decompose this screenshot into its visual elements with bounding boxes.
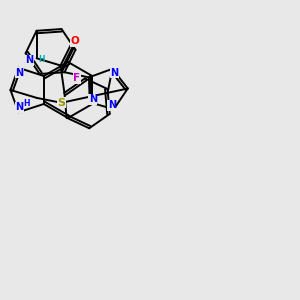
Text: N: N <box>110 68 118 78</box>
Text: N: N <box>15 102 23 112</box>
Text: S: S <box>57 98 65 108</box>
Text: N: N <box>89 94 97 104</box>
Text: N: N <box>108 100 116 110</box>
Text: N: N <box>26 55 34 65</box>
Text: H: H <box>23 99 30 108</box>
Text: N: N <box>15 68 23 78</box>
Text: O: O <box>70 36 79 46</box>
Text: H: H <box>38 55 45 64</box>
Text: F: F <box>73 74 80 83</box>
